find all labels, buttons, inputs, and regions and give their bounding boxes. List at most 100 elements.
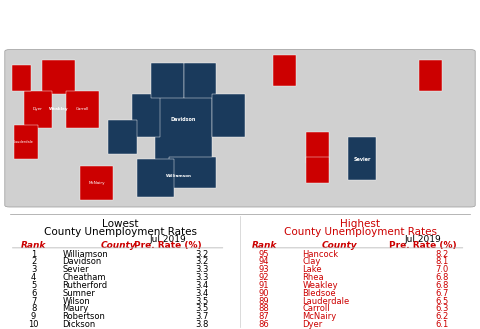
FancyBboxPatch shape: [212, 94, 245, 137]
FancyBboxPatch shape: [66, 91, 99, 128]
Text: Dyer: Dyer: [302, 320, 323, 329]
Text: Hancock: Hancock: [302, 250, 338, 259]
Text: Weakley: Weakley: [302, 281, 338, 290]
Text: Clay: Clay: [302, 258, 321, 266]
Text: 6.2: 6.2: [435, 312, 448, 321]
Text: Bledsoe: Bledsoe: [302, 289, 336, 298]
Text: Rank: Rank: [252, 241, 276, 250]
Text: 3.3: 3.3: [195, 265, 208, 274]
Text: 6.7: 6.7: [435, 289, 448, 298]
FancyBboxPatch shape: [12, 65, 31, 91]
Text: 3.2: 3.2: [195, 258, 208, 266]
Text: 4: 4: [31, 273, 36, 282]
Text: 93: 93: [259, 265, 269, 274]
Text: Jul 2019: Jul 2019: [404, 236, 441, 244]
Text: 7: 7: [31, 296, 36, 306]
Text: Williamson: Williamson: [62, 250, 108, 259]
Text: Dickson: Dickson: [62, 320, 96, 329]
Text: 1: 1: [31, 250, 36, 259]
Text: Lauderdale: Lauderdale: [14, 140, 34, 144]
Text: Carroll: Carroll: [302, 304, 330, 313]
FancyBboxPatch shape: [419, 60, 442, 91]
Text: 10: 10: [28, 320, 39, 329]
Text: Maury: Maury: [62, 304, 89, 313]
Text: 6.8: 6.8: [435, 273, 448, 282]
Text: 3.8: 3.8: [195, 320, 208, 329]
Text: Sumner: Sumner: [62, 289, 95, 298]
Text: 90: 90: [259, 289, 269, 298]
Text: 2: 2: [31, 258, 36, 266]
Text: 3.5: 3.5: [195, 304, 208, 313]
Text: 8: 8: [31, 304, 36, 313]
FancyBboxPatch shape: [132, 94, 160, 137]
FancyBboxPatch shape: [136, 159, 174, 197]
Text: Sevier: Sevier: [62, 265, 89, 274]
Text: 6.1: 6.1: [435, 320, 448, 329]
Text: 6.8: 6.8: [435, 281, 448, 290]
Text: 3.4: 3.4: [195, 289, 208, 298]
FancyBboxPatch shape: [151, 63, 183, 97]
Text: Rhea: Rhea: [302, 273, 324, 282]
Text: Wilson: Wilson: [62, 296, 90, 306]
Text: 94: 94: [259, 258, 269, 266]
Text: Pre. Rate (%): Pre. Rate (%): [134, 241, 202, 250]
FancyBboxPatch shape: [183, 63, 216, 97]
FancyBboxPatch shape: [273, 55, 297, 86]
Text: 92: 92: [259, 273, 269, 282]
Text: 7.0: 7.0: [435, 265, 448, 274]
FancyBboxPatch shape: [306, 157, 329, 183]
Text: County Unemployment Rates: County Unemployment Rates: [44, 227, 196, 237]
Text: 6.3: 6.3: [435, 304, 448, 313]
Text: McNairy: McNairy: [302, 312, 336, 321]
Text: 95: 95: [259, 250, 269, 259]
FancyBboxPatch shape: [5, 50, 475, 207]
Text: Davidson: Davidson: [62, 258, 102, 266]
Text: 91: 91: [259, 281, 269, 290]
FancyBboxPatch shape: [108, 120, 136, 154]
Text: 87: 87: [259, 312, 269, 321]
Text: Tennessee County Unemployment Rates: Tennessee County Unemployment Rates: [55, 13, 322, 26]
Text: 86: 86: [259, 320, 269, 329]
FancyBboxPatch shape: [156, 86, 212, 163]
Text: July 2019: July 2019: [10, 13, 68, 26]
Text: Lauderdale: Lauderdale: [302, 296, 349, 306]
Text: Highest: Highest: [340, 219, 380, 229]
Text: Jul 2019: Jul 2019: [150, 236, 186, 244]
Text: Weakley: Weakley: [49, 108, 69, 112]
FancyBboxPatch shape: [169, 157, 216, 188]
Text: Dyer: Dyer: [33, 108, 43, 112]
Text: Rutherford: Rutherford: [62, 281, 108, 290]
FancyBboxPatch shape: [306, 132, 329, 163]
Text: 9: 9: [31, 312, 36, 321]
Text: 8.1: 8.1: [435, 258, 448, 266]
Text: Pre. Rate (%): Pre. Rate (%): [389, 241, 456, 250]
FancyBboxPatch shape: [80, 166, 113, 200]
Text: Davidson: Davidson: [171, 117, 196, 122]
Text: 3.3: 3.3: [195, 273, 208, 282]
Text: Williamson: Williamson: [166, 174, 192, 178]
Text: 3.5: 3.5: [195, 296, 208, 306]
Text: 3.2: 3.2: [195, 250, 208, 259]
FancyBboxPatch shape: [348, 137, 376, 180]
Text: Robertson: Robertson: [62, 312, 105, 321]
Text: Rank: Rank: [21, 241, 46, 250]
Text: 6: 6: [31, 289, 36, 298]
Text: County: County: [101, 241, 136, 250]
Text: Cheatham: Cheatham: [62, 273, 106, 282]
Text: County: County: [322, 241, 357, 250]
Text: 88: 88: [259, 304, 269, 313]
Text: McNairy: McNairy: [88, 181, 105, 185]
Text: County Unemployment Rates: County Unemployment Rates: [284, 227, 436, 237]
Text: Lowest: Lowest: [102, 219, 138, 229]
Text: 3.4: 3.4: [195, 281, 208, 290]
Text: Lake: Lake: [302, 265, 322, 274]
Text: Carroll: Carroll: [76, 108, 89, 112]
Text: 89: 89: [259, 296, 269, 306]
Text: 6.5: 6.5: [435, 296, 448, 306]
Text: Sevier: Sevier: [354, 157, 371, 162]
FancyBboxPatch shape: [42, 60, 75, 94]
Text: 8.2: 8.2: [435, 250, 448, 259]
FancyBboxPatch shape: [14, 125, 38, 159]
FancyBboxPatch shape: [24, 91, 52, 128]
Text: 5: 5: [31, 281, 36, 290]
